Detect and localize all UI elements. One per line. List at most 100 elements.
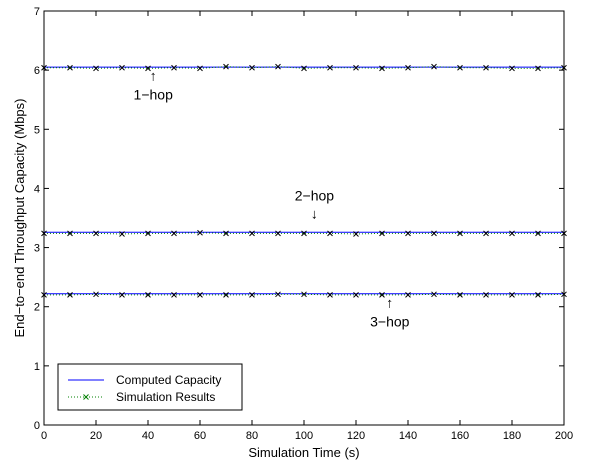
x-tick-label: 140 — [399, 430, 417, 442]
simulation-point — [327, 64, 333, 71]
annotation-arrow: ↑ — [150, 68, 157, 84]
simulation-point — [483, 292, 489, 298]
marker-stroke — [67, 292, 73, 298]
marker-stroke — [301, 65, 307, 72]
marker-stroke — [249, 64, 255, 71]
simulation-point — [535, 292, 541, 298]
y-tick-label: 4 — [34, 183, 40, 195]
marker-stroke — [561, 64, 567, 71]
x-tick-label: 80 — [246, 430, 258, 442]
marker-stroke — [301, 291, 307, 298]
simulation-point — [249, 64, 255, 71]
marker-stroke — [379, 65, 385, 72]
x-tick-label: 100 — [295, 430, 313, 442]
marker-stroke — [197, 65, 203, 72]
marker-stroke — [379, 292, 385, 298]
simulation-point — [431, 230, 437, 237]
marker-stroke — [171, 64, 177, 71]
marker-stroke — [353, 64, 359, 71]
marker-stroke — [535, 230, 541, 237]
y-tick-label: 3 — [34, 243, 40, 255]
marker-stroke — [457, 292, 463, 298]
marker-stroke — [67, 230, 73, 237]
simulation-point — [379, 65, 385, 72]
simulation-point — [535, 65, 541, 72]
marker-stroke — [509, 230, 515, 237]
simulation-point — [275, 291, 281, 298]
marker-stroke — [249, 230, 255, 237]
axis-ticks: 0 20 40 60 80 100 120 140 160 180 200 0 1 2 3 4 5 6 7 — [34, 6, 573, 442]
marker-stroke — [171, 292, 177, 298]
marker-stroke — [535, 292, 541, 298]
marker-stroke — [379, 230, 385, 237]
legend-box — [57, 363, 243, 411]
simulation-point — [93, 65, 99, 72]
simulation-point — [327, 292, 333, 298]
simulation-point — [93, 291, 99, 298]
marker-stroke — [171, 230, 177, 237]
legend-label-simulation: Simulation Results — [116, 390, 215, 404]
marker-stroke — [431, 63, 437, 70]
marker-stroke — [41, 292, 47, 298]
marker-stroke — [509, 65, 515, 72]
simulation-point — [171, 292, 177, 298]
annotations: ↑ 1−hop 2−hop ↓ ↑ 3−hop — [134, 68, 410, 330]
simulation-point — [509, 230, 515, 237]
simulation-point — [41, 292, 47, 298]
simulation-point — [301, 291, 307, 298]
simulation-point — [119, 64, 125, 71]
x-tick-label: 200 — [555, 430, 573, 442]
simulation-point — [223, 230, 229, 237]
marker-stroke — [509, 292, 515, 298]
simulation-point — [483, 64, 489, 71]
simulation-point — [327, 230, 333, 237]
simulation-point — [67, 230, 73, 237]
simulation-point — [145, 292, 151, 298]
simulation-point — [379, 292, 385, 298]
marker-stroke — [93, 65, 99, 72]
simulation-point — [431, 291, 437, 298]
simulation-point — [431, 63, 437, 70]
legend-marker-simulation — [83, 394, 89, 400]
marker-stroke — [301, 230, 307, 237]
simulation-point — [119, 231, 125, 237]
x-tick-label: 40 — [142, 430, 154, 442]
simulation-point — [301, 65, 307, 72]
simulation-point — [535, 230, 541, 237]
marker-stroke — [83, 394, 89, 400]
marker-stroke — [223, 230, 229, 237]
annotation-label: 1−hop — [134, 87, 174, 103]
marker-stroke — [405, 292, 411, 298]
simulation-point — [483, 230, 489, 237]
simulation-point — [457, 230, 463, 237]
simulation-point — [249, 292, 255, 298]
y-tick-label: 1 — [34, 361, 40, 373]
series-layer — [41, 63, 567, 298]
simulation-point — [561, 291, 567, 298]
y-tick-label: 6 — [34, 65, 40, 77]
annotation-arrow: ↑ — [386, 295, 393, 311]
marker-stroke — [327, 292, 333, 298]
simulation-point — [249, 230, 255, 237]
simulation-point — [353, 231, 359, 237]
marker-stroke — [561, 230, 567, 237]
x-tick-label: 180 — [503, 430, 521, 442]
simulation-point — [93, 230, 99, 237]
marker-stroke — [223, 63, 229, 70]
simulation-point — [171, 230, 177, 237]
simulation-point — [275, 63, 281, 70]
marker-stroke — [327, 64, 333, 71]
marker-stroke — [41, 64, 47, 71]
marker-stroke — [223, 292, 229, 298]
marker-stroke — [119, 64, 125, 71]
marker-stroke — [119, 231, 125, 237]
plot-area — [43, 10, 565, 426]
marker-stroke — [197, 292, 203, 298]
y-tick-label: 2 — [34, 302, 40, 314]
simulation-point — [197, 65, 203, 72]
marker-stroke — [353, 231, 359, 237]
marker-stroke — [483, 292, 489, 298]
simulation-point — [457, 64, 463, 71]
simulation-point — [67, 64, 73, 71]
marker-stroke — [353, 292, 359, 298]
